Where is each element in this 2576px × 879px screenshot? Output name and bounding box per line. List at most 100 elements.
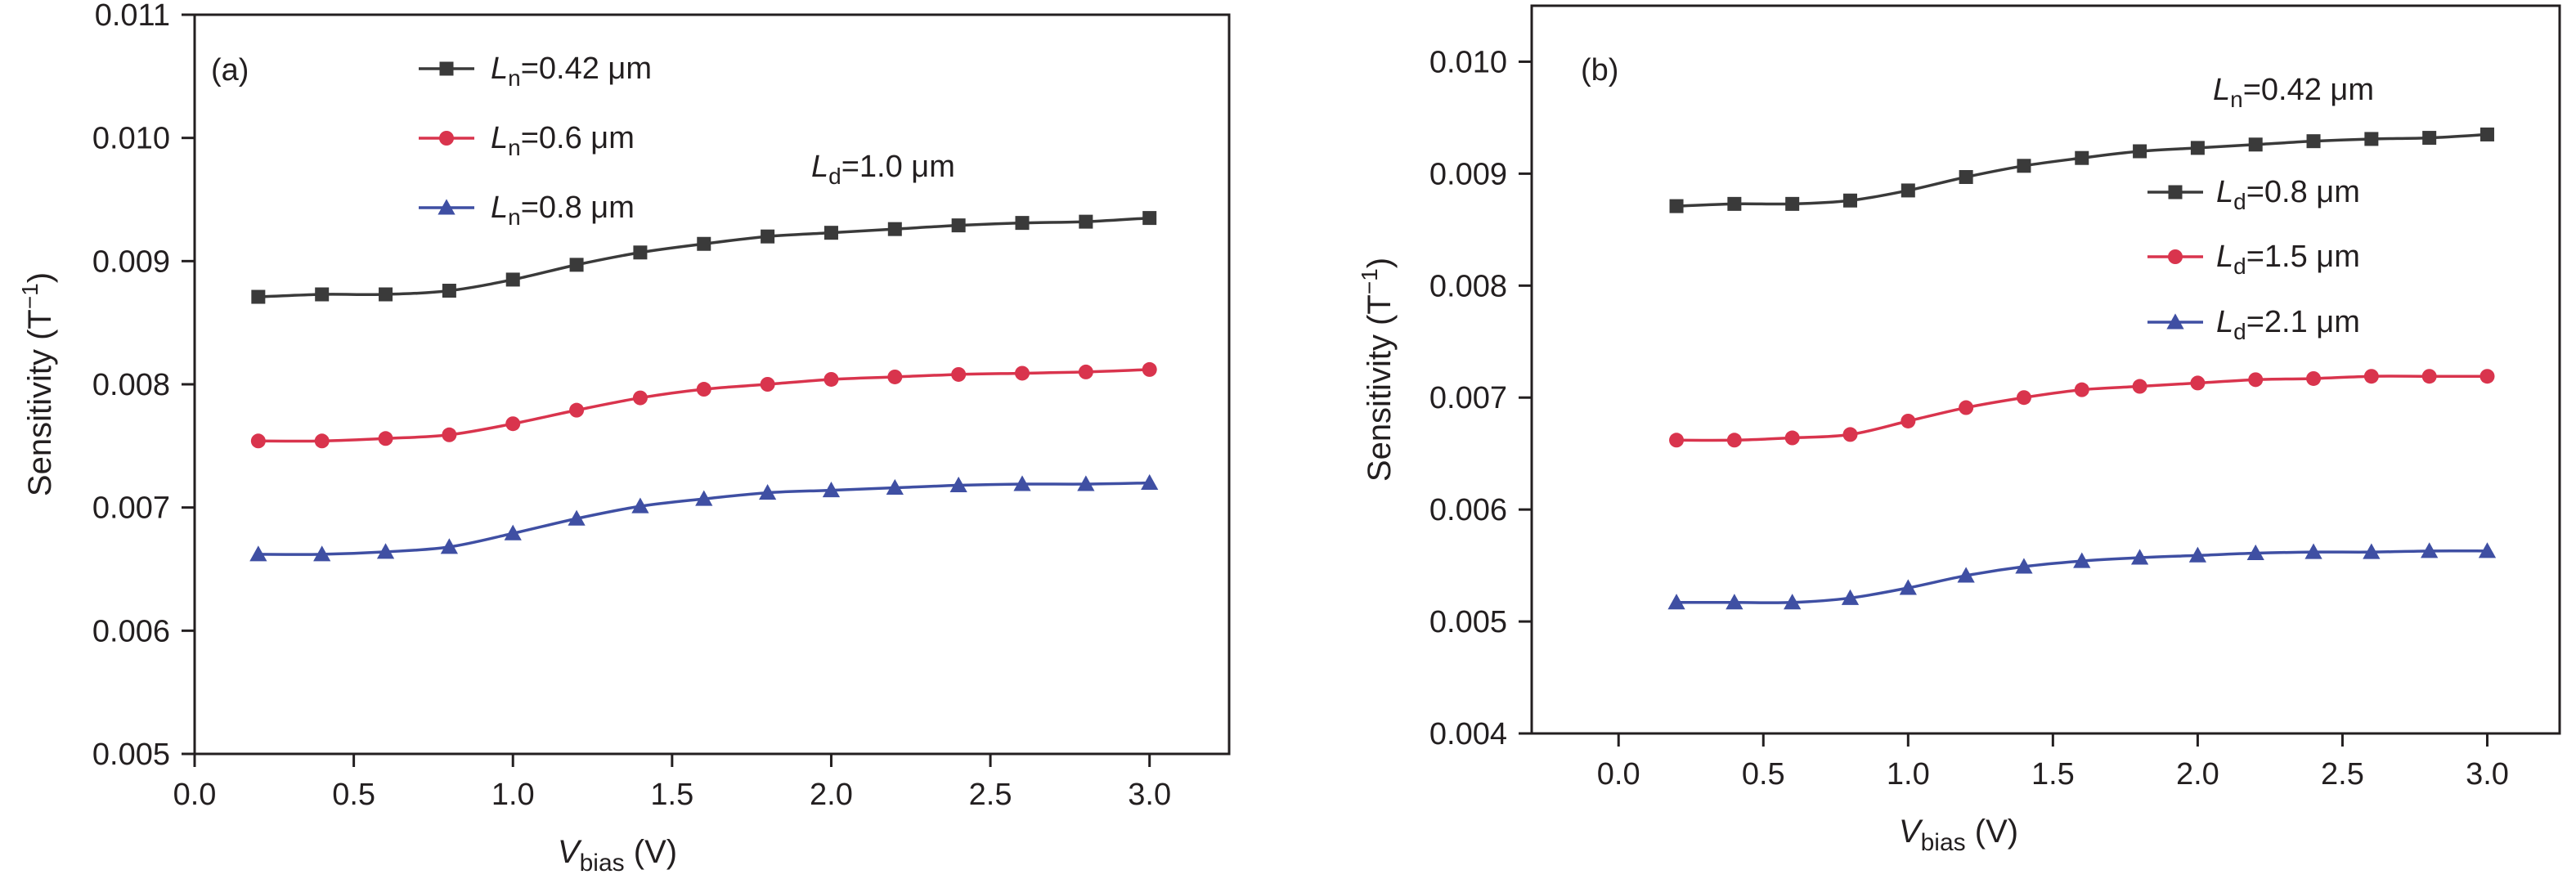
- x-tick-label: 3.0: [2466, 757, 2509, 792]
- data-point: [249, 545, 267, 562]
- legend-entry-2: Ld=1.5 μm: [2147, 240, 2360, 279]
- data-point: [313, 545, 331, 562]
- data-point: [376, 543, 395, 559]
- panel-label: (b): [1581, 53, 1618, 87]
- data-point: [2130, 549, 2149, 565]
- data-point: [315, 287, 330, 302]
- data-point: [1669, 433, 1685, 448]
- data-point: [1726, 594, 1744, 610]
- x-axis-title: Vbias (V): [1899, 814, 2018, 856]
- data-point: [695, 490, 713, 506]
- data-point: [1727, 196, 1742, 211]
- x-tick-label: 0.0: [173, 778, 217, 812]
- data-point: [314, 433, 330, 449]
- legend-label: Ld=2.1 μm: [2216, 305, 2360, 344]
- data-point: [2132, 379, 2147, 394]
- data-point: [2364, 132, 2379, 146]
- x-tick-label: 2.0: [2176, 757, 2219, 792]
- y-axis-title: Sensitivity (T−1): [17, 272, 58, 496]
- x-tick-label: 2.5: [969, 778, 1012, 812]
- data-point: [1669, 199, 1684, 213]
- data-point: [1141, 473, 1159, 491]
- data-point: [1785, 196, 1800, 211]
- chart-annotation: Ln=0.42 μm: [2213, 73, 2374, 112]
- legend-marker: [2168, 249, 2183, 264]
- data-point: [1841, 589, 1860, 605]
- data-point: [761, 229, 775, 244]
- data-point: [2363, 369, 2379, 384]
- data-point: [822, 481, 841, 498]
- data-point: [951, 366, 967, 382]
- data-point: [2188, 546, 2207, 563]
- legend-entry-3: Ld=2.1 μm: [2147, 305, 2360, 344]
- data-point: [1842, 193, 1857, 208]
- data-point: [2017, 159, 2031, 173]
- legend-label: Ld=0.8 μm: [2216, 175, 2360, 214]
- legend-marker: [2168, 185, 2183, 200]
- y-tick-label: 0.006: [1429, 493, 1507, 527]
- y-tick-label: 0.008: [1429, 269, 1507, 303]
- series-line: [258, 368, 1150, 443]
- data-point: [949, 476, 967, 493]
- chart-panel-a: 0.0 0.5 1.0 1.5 2.0 2.5 3.0 0.005 0.006 0.007 0.00…: [17, 0, 1231, 877]
- y-tick-label: 0.010: [92, 122, 170, 156]
- data-point: [379, 287, 393, 302]
- plot-frame: [1530, 4, 2561, 735]
- data-point: [2015, 558, 2033, 574]
- data-point: [2363, 543, 2381, 559]
- panel-label: (a): [211, 53, 249, 87]
- legend-entry-3: Ln=0.8 μm: [419, 191, 635, 230]
- chart-panel-b: 0.0 0.5 1.0 1.5 2.0 2.5 3.0 0.004 0.005 0.006 0.00…: [1357, 4, 2561, 856]
- data-point: [824, 226, 838, 240]
- data-point: [1957, 567, 1975, 583]
- data-point: [1078, 364, 1093, 379]
- data-point: [440, 538, 459, 554]
- legend-label: Ln=0.6 μm: [491, 121, 635, 160]
- data-point: [951, 218, 966, 233]
- series-1: [251, 211, 1157, 304]
- data-point: [505, 272, 520, 287]
- legend-entry-1: Ld=0.8 μm: [2147, 175, 2360, 214]
- data-point: [2133, 144, 2147, 159]
- data-point: [568, 509, 586, 526]
- data-point: [2075, 150, 2089, 165]
- legend-label: Ln=0.8 μm: [491, 191, 635, 230]
- series-2: [1669, 369, 2495, 448]
- x-axis-title: Vbias (V): [558, 834, 677, 877]
- data-point: [696, 382, 711, 397]
- data-point: [1667, 594, 1685, 610]
- data-point: [760, 377, 775, 392]
- y-axis-title: Sensitivity (T−1): [1357, 258, 1398, 482]
- series-3: [1667, 542, 2497, 610]
- data-point: [2480, 369, 2495, 384]
- y-tick-label: 0.007: [1429, 381, 1507, 415]
- data-point: [758, 483, 777, 500]
- data-point: [1959, 400, 1974, 415]
- data-point: [1901, 183, 1915, 198]
- data-point: [2421, 542, 2439, 558]
- data-point: [1726, 433, 1742, 448]
- data-point: [1784, 594, 1802, 610]
- y-tick-label: 0.005: [92, 738, 170, 772]
- legend-marker: [439, 61, 454, 76]
- y-tick-label: 0.011: [95, 0, 170, 33]
- legend-entry-2: Ln=0.6 μm: [419, 121, 635, 160]
- data-point: [1142, 211, 1157, 226]
- y-tick-label: 0.008: [92, 368, 170, 402]
- data-point: [569, 402, 585, 418]
- x-tick-label: 1.5: [2031, 757, 2075, 792]
- y-tick-label: 0.006: [92, 614, 170, 648]
- x-tick-label: 0.5: [1742, 757, 1785, 792]
- data-point: [2248, 137, 2263, 152]
- data-point: [504, 524, 522, 540]
- legend-entry-1: Ln=0.42 μm: [419, 52, 652, 91]
- series-3: [249, 473, 1159, 562]
- chart-annotation: Ld=1.0 μm: [811, 150, 955, 189]
- data-point: [442, 283, 456, 298]
- x-tick-label: 0.5: [332, 778, 375, 812]
- plot-frame: [193, 13, 1231, 756]
- x-tick-label: 1.0: [1887, 757, 1930, 792]
- x-tick-label: 2.5: [2321, 757, 2364, 792]
- legend-label: Ld=1.5 μm: [2216, 240, 2360, 279]
